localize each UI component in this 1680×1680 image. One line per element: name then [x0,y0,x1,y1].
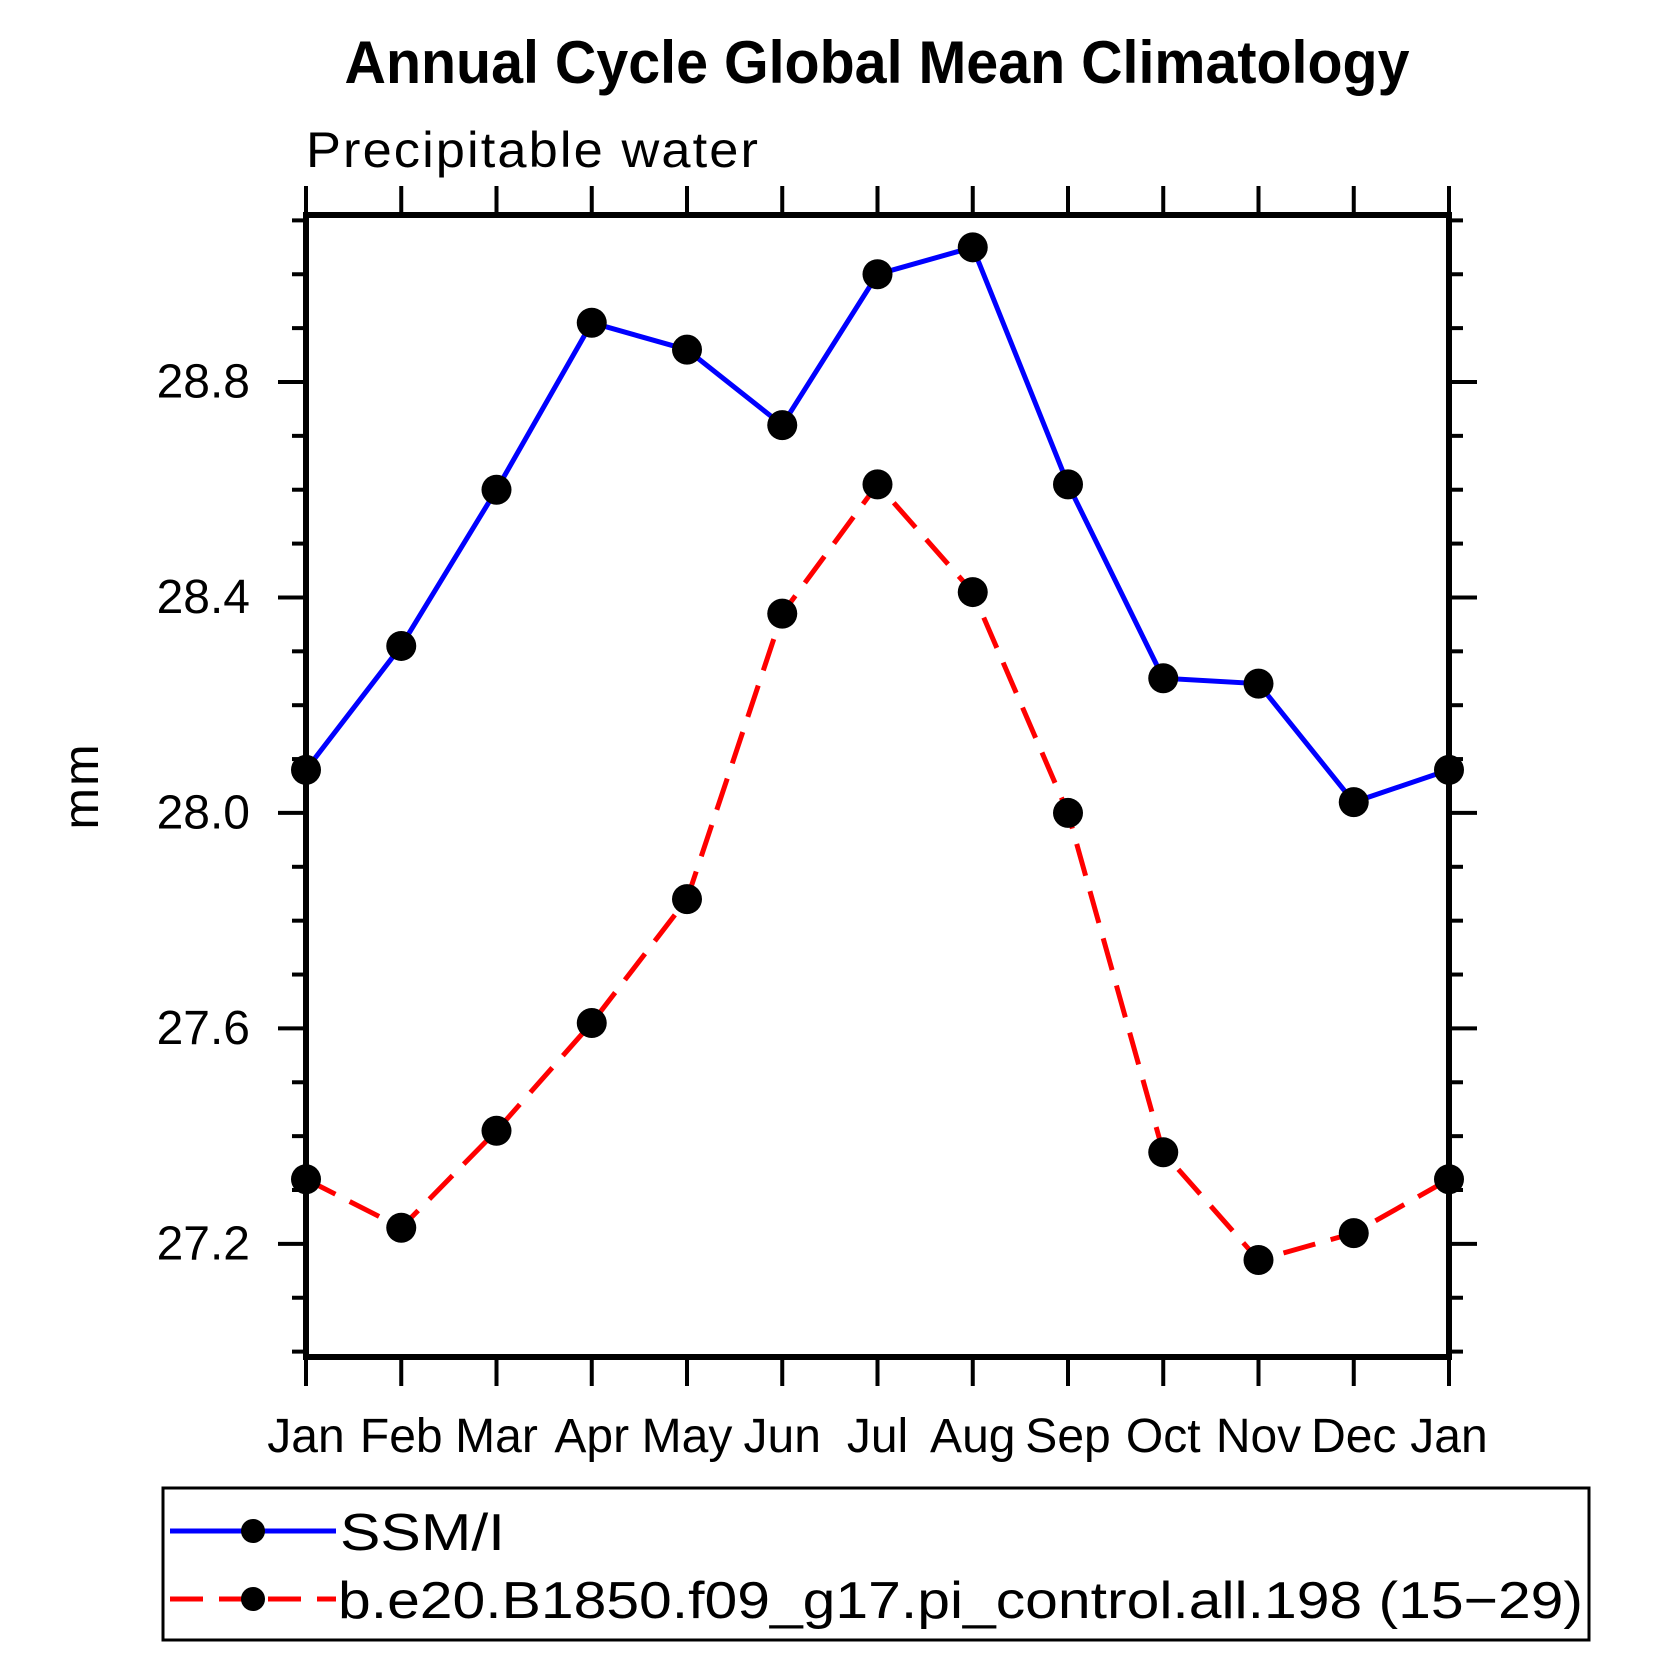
data-point-marker [767,598,798,629]
series-line-0 [304,244,1450,806]
plot-frame [303,212,1452,1360]
legend-marker-icon [241,1519,265,1543]
x-tick-label: Aug [930,1410,1015,1463]
plot-axes: Jan Feb Mar Apr May Jun Jul Aug Sep Oct Nov Dec Jan 2… [157,186,1488,1463]
x-tick-label: Feb [360,1410,443,1463]
y-tick-label: 27.2 [157,1217,250,1270]
data-point-marker [862,259,893,290]
data-point-marker [1148,1137,1179,1168]
x-tick-label: May [642,1410,733,1463]
legend: SSM/I b.e20.B1850.f09_g17.pi_control.all… [161,1486,1591,1642]
legend-entry-model: b.e20.B1850.f09_g17.pi_control.all.198 (… [170,1572,1583,1630]
y-tick-label: 27.6 [157,1002,250,1055]
data-point-marker [386,630,417,661]
data-point-marker [862,469,893,500]
data-point-marker [957,577,988,608]
x-tick-label: Apr [554,1410,629,1463]
legend-marker-icon [241,1587,265,1611]
chart-title: Annual Cycle Global Mean Climatology [345,29,1411,96]
plot-series [291,232,1464,1276]
y-tick-label: 28.8 [157,355,250,408]
data-point-marker [291,754,321,785]
data-point-marker [1243,1245,1274,1276]
y-tick-label: 28.4 [157,571,250,624]
x-tick-label: Nov [1216,1410,1301,1463]
y-axis-label: mm [53,742,109,829]
x-tick-label: Mar [455,1410,538,1463]
data-point-marker [481,1115,512,1146]
data-point-marker [1053,797,1083,828]
legend-box [161,1486,1591,1642]
data-point-marker [672,334,702,365]
x-tick-label: Jul [847,1410,908,1463]
chart-subtitle: Precipitable water [306,122,760,178]
data-point-marker [481,474,512,505]
data-point-marker [386,1212,417,1243]
data-point-marker [1338,787,1369,818]
data-point-marker [1338,1218,1369,1249]
y-tick-label: 28.0 [157,786,250,839]
data-point-marker [1434,754,1464,785]
data-point-marker [291,1164,321,1195]
data-point-marker [1434,1164,1464,1195]
data-point-marker [576,307,607,338]
x-tick-label: Dec [1311,1410,1396,1463]
legend-label-model: b.e20.B1850.f09_g17.pi_control.all.198 (… [338,1572,1583,1630]
data-point-marker [672,884,702,915]
x-tick-label: Oct [1126,1410,1201,1463]
x-tick-label: Sep [1025,1410,1110,1463]
legend-label-ssmi: SSM/I [340,1504,505,1562]
data-point-marker [1053,469,1083,500]
x-tick-label: Jan [1410,1410,1487,1463]
legend-entry-ssmi: SSM/I [170,1504,505,1562]
series-line-1 [304,480,1451,1263]
data-point-marker [957,232,988,263]
data-point-marker [1243,668,1274,699]
data-point-marker [1148,663,1179,694]
data-point-marker [767,410,798,441]
data-point-marker [576,1008,607,1039]
x-tick-label: Jan [267,1410,344,1463]
x-tick-label: Jun [744,1410,821,1463]
